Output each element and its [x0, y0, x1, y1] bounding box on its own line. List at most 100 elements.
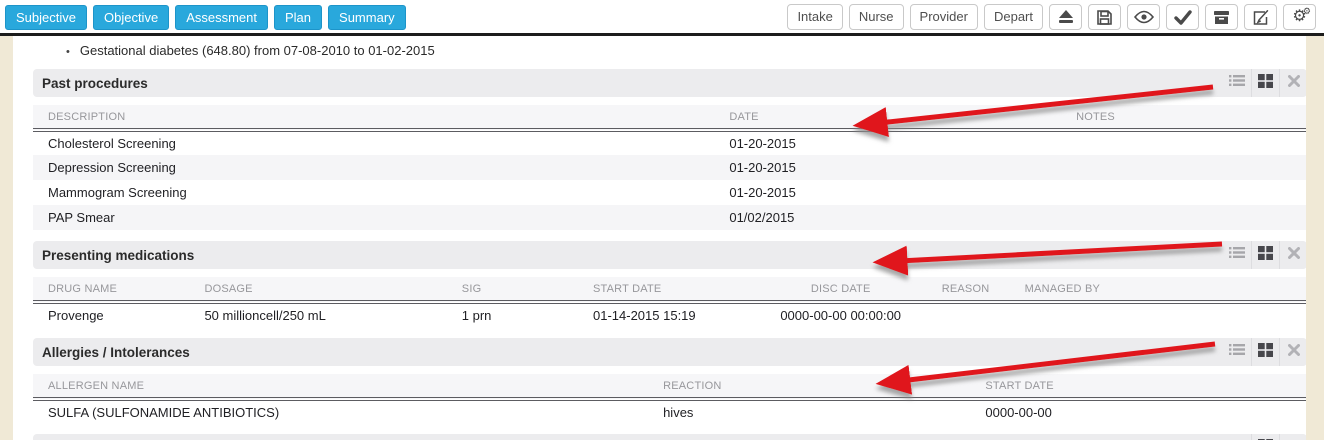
column-header: ALLERGEN NAME [33, 374, 662, 401]
save-icon [1096, 9, 1113, 26]
table-header-row: ALLERGEN NAME REACTION START DATE [33, 374, 1306, 401]
nurse-button[interactable]: Nurse [848, 4, 904, 30]
edit-button[interactable] [1244, 4, 1277, 30]
archive-icon [1213, 10, 1230, 25]
gears-icon: ⚙ [1292, 8, 1307, 25]
section-header-icons [1223, 338, 1306, 366]
section-header: Presenting medications [33, 241, 1306, 269]
column-header: DATE [727, 105, 885, 132]
top-toolbar: Subjective Objective Assessment Plan Sum… [0, 0, 1324, 36]
list-view-button[interactable] [1223, 241, 1251, 269]
gear-small-icon: ⚙ [1302, 6, 1311, 16]
column-header: MANAGED BY [1007, 277, 1118, 304]
table-row: PAP Smear 01/02/2015 [33, 205, 1306, 230]
cell: 50 millioncell/250 mL [204, 308, 326, 323]
edit-icon [1252, 9, 1270, 26]
grid-view-button[interactable] [1251, 434, 1279, 440]
cell: Depression Screening [48, 160, 176, 175]
cell: Cholesterol Screening [48, 136, 176, 151]
cell: Mammogram Screening [48, 185, 187, 200]
medical-history-item: • Gestational diabetes (648.80) from 07-… [13, 36, 1306, 58]
table-row: Cholesterol Screening 01-20-2015 [33, 130, 1306, 155]
tab-plan[interactable]: Plan [274, 5, 323, 30]
settings-button[interactable]: ⚙ ⚙ [1283, 4, 1316, 30]
cell: SULFA (SULFONAMIDE ANTIBIOTICS) [48, 405, 280, 420]
cell [1008, 302, 1118, 327]
archive-button[interactable] [1205, 4, 1238, 30]
grid-icon [1258, 73, 1273, 93]
grid-view-button[interactable] [1251, 338, 1279, 366]
column-header: START DATE [983, 374, 1306, 401]
cell [884, 180, 1306, 205]
provider-button[interactable]: Provider [909, 4, 978, 30]
cell [884, 205, 1306, 230]
close-section-button[interactable] [1279, 241, 1306, 269]
column-header: REASON [923, 277, 1008, 304]
view-button[interactable] [1127, 4, 1160, 30]
cell: 01-20-2015 [729, 185, 796, 200]
section-header-icons [1223, 69, 1306, 97]
section-header-icons [1223, 241, 1306, 269]
section-allergies: Allergies / Intolerances ALLERGEN NAME R… [33, 338, 1306, 424]
bullet-icon: • [66, 46, 70, 58]
close-section-button[interactable] [1279, 69, 1306, 97]
section-past-procedures: Past procedures DESCRIPTION DATE NOTES C… [33, 69, 1306, 230]
tab-summary[interactable]: Summary [328, 5, 406, 30]
section-title: Presenting medications [42, 247, 195, 263]
column-header: DRUG NAME [33, 277, 203, 304]
cell: 01-20-2015 [729, 136, 796, 151]
cell: 01-20-2015 [729, 160, 796, 175]
grid-view-button[interactable] [1251, 241, 1279, 269]
medications-table: DRUG NAME DOSAGE SIG START DATE DISC DAT… [33, 277, 1306, 327]
section-header [33, 434, 1306, 440]
column-header: DESCRIPTION [33, 105, 728, 132]
medical-history-text: Gestational diabetes (648.80) from 07-08… [79, 43, 435, 58]
list-icon [1229, 74, 1245, 92]
close-section-button[interactable] [1279, 338, 1306, 366]
cell [884, 130, 1306, 155]
column-header: SIG [459, 277, 591, 304]
column-header: START DATE [591, 277, 758, 304]
list-icon [1229, 343, 1245, 361]
cell: 0000-00-00 00:00:00 [780, 308, 902, 323]
save-button[interactable] [1088, 4, 1121, 30]
list-view-button[interactable] [1223, 338, 1251, 366]
allergies-table: ALLERGEN NAME REACTION START DATE SULFA … [33, 374, 1306, 424]
cell: 01-14-2015 15:19 [593, 308, 696, 323]
list-icon [1229, 246, 1245, 264]
close-icon [1287, 74, 1300, 92]
table-header-row: DRUG NAME DOSAGE SIG START DATE DISC DAT… [33, 277, 1306, 304]
grid-icon [1258, 245, 1273, 265]
cell [924, 302, 1008, 327]
section-next-partial [33, 434, 1306, 440]
column-header [1117, 277, 1306, 304]
grid-icon [1258, 342, 1273, 362]
tab-objective[interactable]: Objective [92, 5, 170, 30]
toolbar-actions: Intake Nurse Provider Depart [787, 0, 1324, 30]
tab-subjective[interactable]: Subjective [5, 5, 87, 30]
close-section-button[interactable] [1279, 434, 1306, 440]
column-header: REACTION [661, 374, 984, 401]
cell: 1 prn [461, 308, 492, 323]
eye-icon [1133, 10, 1154, 24]
eject-button[interactable] [1049, 4, 1082, 30]
table-row: Mammogram Screening 01-20-2015 [33, 180, 1306, 205]
encounter-summary-panel: • Gestational diabetes (648.80) from 07-… [13, 36, 1306, 440]
intake-button[interactable]: Intake [787, 4, 843, 30]
cell: 01/02/2015 [729, 210, 795, 225]
grid-view-button[interactable] [1251, 69, 1279, 97]
cell: PAP Smear [48, 210, 115, 225]
section-header-icons [1223, 434, 1306, 440]
table-header-row: DESCRIPTION DATE NOTES [33, 105, 1306, 132]
list-view-button[interactable] [1223, 434, 1251, 440]
section-presenting-medications: Presenting medications DRUG NAME DOSAGE … [33, 241, 1306, 327]
cell [1117, 302, 1306, 327]
list-view-button[interactable] [1223, 69, 1251, 97]
check-button[interactable] [1166, 4, 1199, 30]
close-icon [1287, 343, 1300, 361]
depart-button[interactable]: Depart [983, 4, 1043, 30]
tab-assessment[interactable]: Assessment [175, 5, 268, 30]
grid-icon [1258, 438, 1273, 440]
cell: hives [663, 405, 694, 420]
